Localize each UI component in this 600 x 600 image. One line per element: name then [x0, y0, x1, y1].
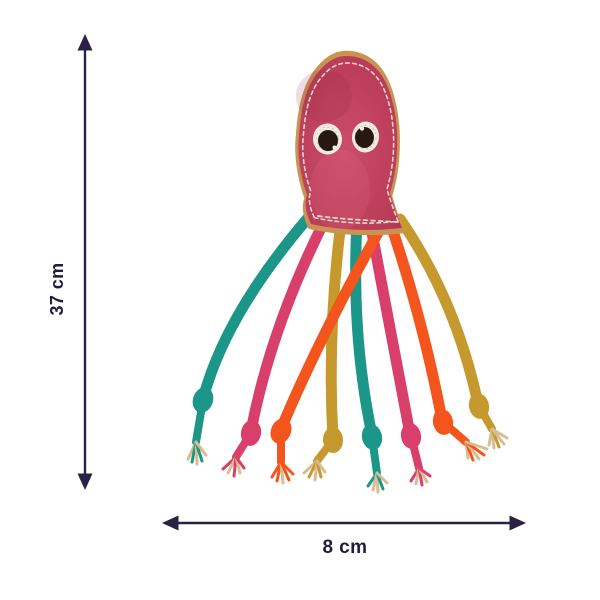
height-arrowhead-bottom — [77, 473, 93, 490]
right-eye — [351, 121, 380, 153]
rope-strand — [384, 216, 448, 426]
tentacle-rope-pink-1 — [221, 214, 331, 478]
rope-tassel — [221, 455, 246, 478]
rope-strand — [350, 216, 378, 441]
rope-knot — [468, 393, 490, 419]
octopus — [186, 50, 509, 494]
rope-strand — [325, 216, 347, 444]
rope-strand — [197, 212, 314, 405]
width-arrowhead-right — [509, 515, 526, 531]
suede-highlight — [310, 150, 370, 230]
height-label: 37 cm — [47, 262, 67, 315]
rope-knot — [192, 387, 214, 413]
rope-strand — [275, 216, 390, 435]
rope-tassel — [186, 440, 208, 466]
tentacle-rope-orange-2 — [384, 216, 489, 462]
tentacle-rope-mustard-1 — [302, 216, 347, 482]
rope-tassel — [366, 471, 389, 494]
height-dimension: 37 cm — [47, 34, 93, 490]
rope-tassel — [409, 466, 432, 487]
left-eye-pupil — [318, 130, 338, 151]
rope-tassel — [270, 460, 295, 485]
width-label: 8 cm — [323, 537, 368, 558]
rope-knot — [240, 420, 262, 446]
rope-knot — [270, 418, 292, 444]
left-eye — [312, 123, 343, 155]
tentacle-rope-orange-1 — [270, 216, 390, 485]
height-arrowhead-top — [77, 34, 93, 51]
tentacle-rope-teal-2 — [350, 216, 389, 494]
tentacle-rope-mustard-2 — [394, 213, 509, 450]
right-eye-thread — [359, 126, 365, 131]
rope-knot — [361, 424, 383, 450]
right-eye-pupil — [355, 127, 374, 148]
width-dimension: 8 cm — [162, 515, 526, 558]
rope-knot — [432, 409, 454, 435]
left-eye-stitch-ring — [315, 126, 340, 152]
right-eye-stitch-ring — [354, 124, 377, 150]
rope-tassel — [487, 427, 509, 450]
rope-knot — [322, 427, 344, 453]
rope-knot — [400, 423, 422, 449]
left-eye-thread — [332, 145, 337, 150]
bottom-stitching — [317, 215, 399, 223]
rope-strand — [394, 213, 484, 410]
suede-shadow — [296, 70, 352, 122]
rope-tassel — [464, 440, 489, 462]
rope-tassel — [302, 459, 327, 482]
rope-strand — [245, 214, 331, 437]
tentacle-rope-teal-1 — [186, 212, 314, 466]
tentacles — [186, 212, 509, 494]
width-arrowhead-left — [162, 515, 179, 531]
